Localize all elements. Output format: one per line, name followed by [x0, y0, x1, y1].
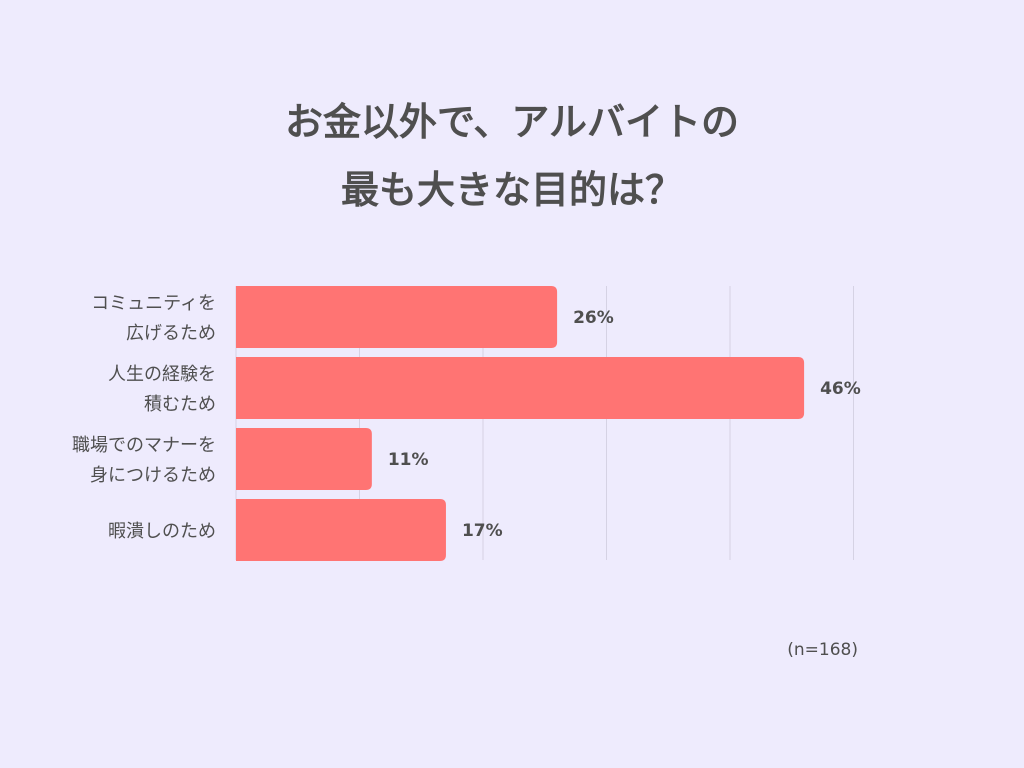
value-label: 26%: [573, 308, 614, 328]
bar: [236, 357, 805, 419]
sample-size-note: (n=168): [787, 640, 858, 660]
category-label-line: 暇潰しのため: [108, 521, 216, 542]
bar: [236, 286, 558, 348]
category-label: 人生の経験を積むため: [108, 364, 216, 415]
bar: [236, 499, 446, 561]
category-label: 暇潰しのため: [108, 521, 216, 542]
category-label: コミュニティを広げるため: [91, 293, 216, 344]
category-label-line: 積むため: [144, 394, 216, 415]
category-label-line: 職場でのマナーを: [72, 435, 216, 456]
chart-title-line-1: お金以外で、アルバイトの: [284, 100, 740, 144]
category-labels: コミュニティを広げるため人生の経験を積むため職場でのマナーを身につけるため暇潰し…: [72, 293, 216, 542]
value-label: 11%: [388, 450, 429, 470]
value-label: 17%: [462, 521, 503, 541]
bar: [236, 428, 372, 490]
category-label-line: 身につけるため: [90, 465, 216, 486]
value-labels: 26% 46% 11% 17%: [388, 308, 861, 541]
category-label-line: 広げるため: [126, 323, 216, 344]
category-label: 職場でのマナーを身につけるため: [72, 435, 216, 486]
chart-title: お金以外で、アルバイトの 最も大きな目的は？: [0, 88, 1024, 224]
category-label-line: コミュニティを: [91, 293, 216, 314]
bars: [236, 286, 805, 561]
value-label: 46%: [820, 379, 861, 399]
category-label-line: 人生の経験を: [108, 364, 216, 385]
chart-title-line-2: 最も大きな目的は？: [340, 168, 683, 212]
